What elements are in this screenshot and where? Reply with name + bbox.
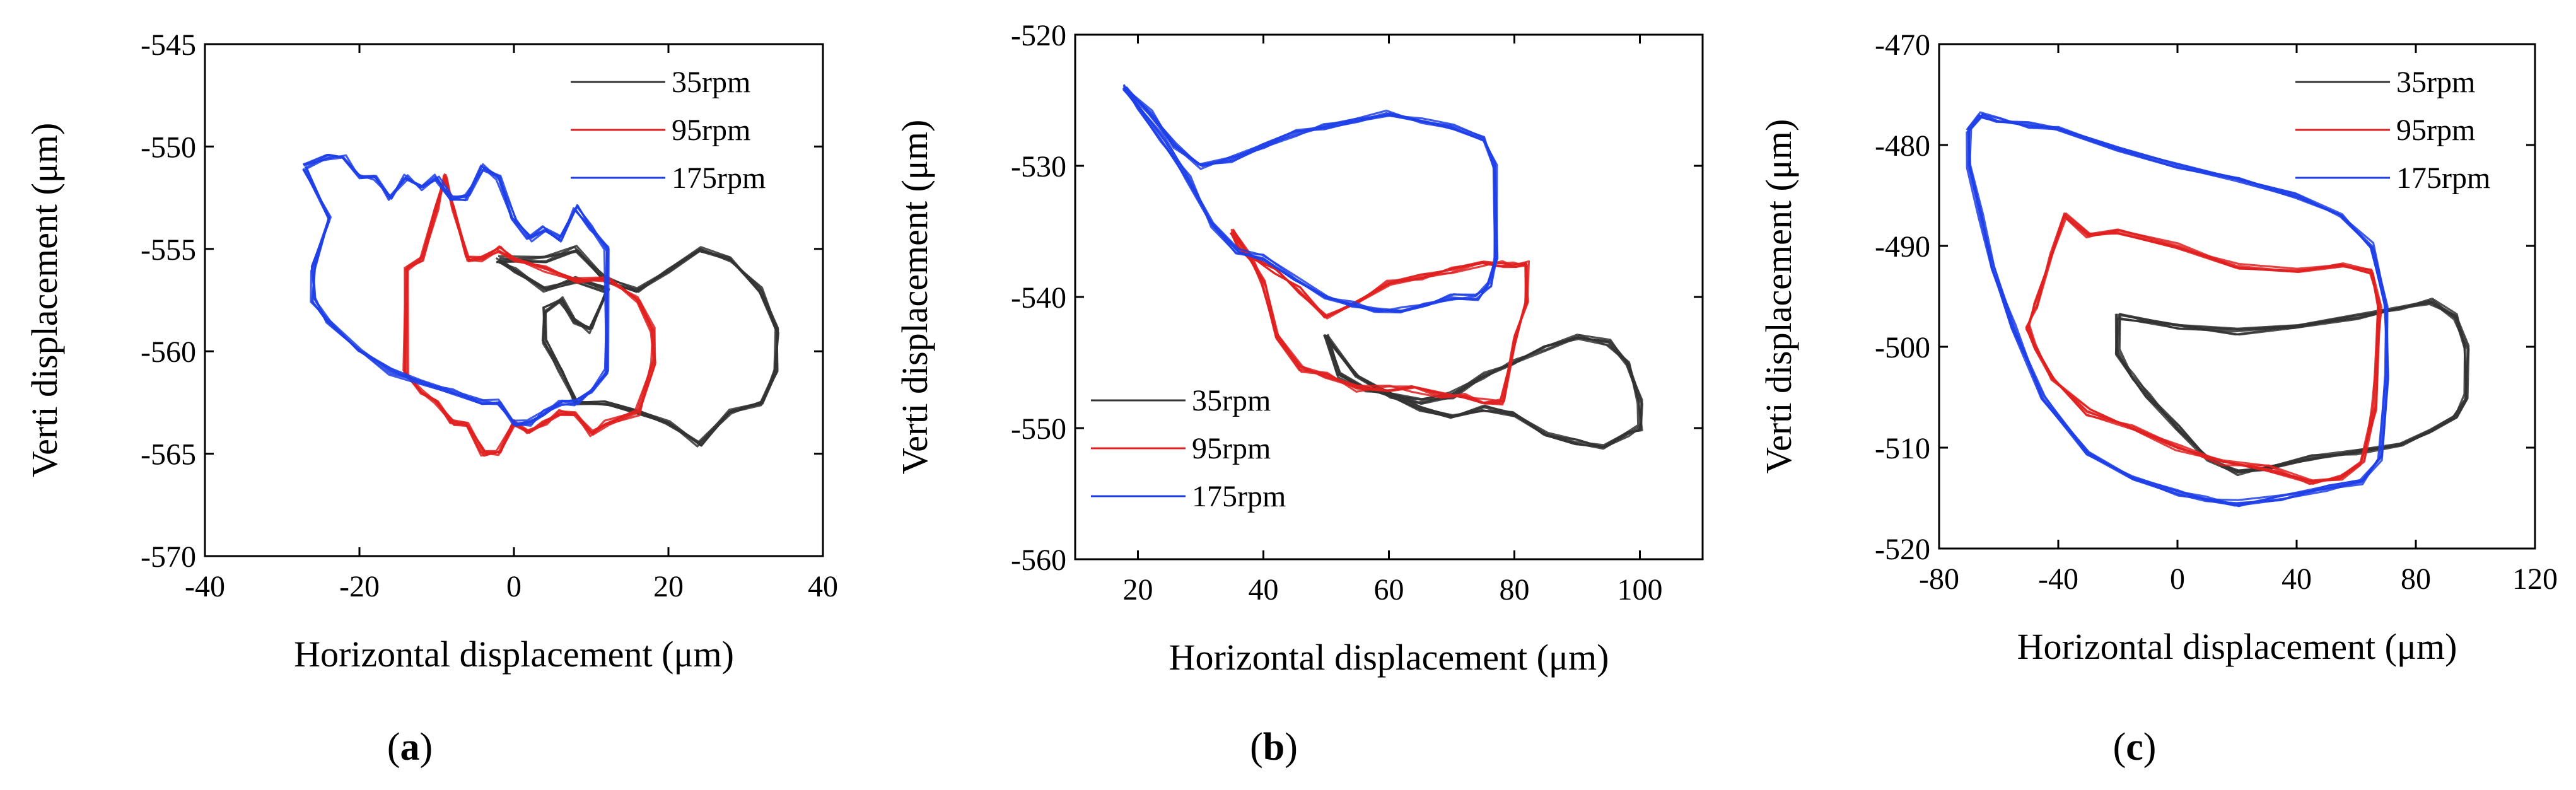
y-tick-label: -510 [1875, 432, 1930, 465]
legend-label-95rpm: 95rpm [1192, 432, 1271, 465]
panel-label: (c) [2113, 726, 2157, 769]
series-line-35rpm [2114, 299, 2470, 473]
series-35rpm [2114, 298, 2470, 477]
x-tick-label: 120 [2512, 562, 2558, 596]
y-tick-label: -480 [1875, 129, 1930, 163]
x-tick-label: 40 [2282, 562, 2312, 596]
series-line-95rpm [2025, 215, 2382, 483]
x-tick-label: 100 [1617, 573, 1663, 607]
y-tick-label: -530 [1011, 150, 1066, 183]
legend-label-95rpm: 95rpm [2396, 113, 2475, 147]
legend-label-175rpm: 175rpm [1192, 480, 1286, 513]
x-tick-label: 0 [2170, 562, 2185, 596]
x-tick-label: 20 [1123, 573, 1153, 607]
x-tick-label: 20 [653, 570, 684, 603]
legend-label-35rpm: 35rpm [2396, 66, 2475, 99]
series-95rpm [402, 173, 656, 457]
y-tick-label: -540 [1011, 281, 1066, 315]
series-line-175rpm [1967, 114, 2389, 508]
legend-label-175rpm: 175rpm [2396, 161, 2490, 195]
y-tick-label: -470 [1875, 28, 1930, 62]
y-tick-label: -500 [1875, 331, 1930, 364]
series-175rpm [302, 153, 610, 427]
y-tick-label: -550 [1011, 412, 1066, 446]
x-tick-label: 0 [506, 570, 522, 603]
legend-label-35rpm: 35rpm [1192, 384, 1271, 417]
x-axis-label: Horizontal displacement (μm) [294, 634, 734, 675]
y-tick-label: -570 [141, 540, 196, 574]
x-tick-label: -40 [185, 570, 225, 603]
y-axis-label: Verti displacement (μm) [24, 123, 65, 478]
x-tick-label: 60 [1374, 573, 1404, 607]
legend-label-35rpm: 35rpm [672, 66, 750, 99]
series-line-95rpm [402, 179, 656, 457]
y-tick-label: -520 [1875, 533, 1930, 566]
legend: 35rpm 95rpm 175rpm [2295, 66, 2490, 195]
series-line-35rpm [496, 246, 777, 448]
series-line-95rpm [1231, 230, 1529, 405]
series-35rpm [495, 245, 779, 448]
y-axis-label: Verti displacement (μm) [1758, 119, 1799, 474]
panel-label: (b) [1250, 726, 1298, 769]
y-tick-label: -550 [141, 131, 196, 164]
chart-panel-b: 20 40 60 80 100 -520 -530 -540 -550 -560 Horizonta… [894, 19, 1704, 769]
y-tick-label: -565 [141, 438, 196, 472]
series-line-35rpm [499, 249, 779, 447]
y-tick-label: -555 [141, 233, 196, 267]
y-tick-label: -560 [1011, 543, 1066, 577]
chart-panel-a: -40 -20 0 20 40 -545 -550 -555 -560 -565 -570 Horiz… [24, 28, 838, 769]
x-tick-label: 40 [808, 570, 838, 603]
y-axis-label: Verti displacement (μm) [894, 120, 935, 475]
plot-frame [1938, 43, 2536, 550]
series-95rpm [2025, 212, 2383, 485]
x-tick-label: -80 [1919, 562, 1959, 596]
legend: 35rpm 95rpm 175rpm [1091, 384, 1286, 513]
x-tick-label: -20 [339, 570, 380, 603]
x-tick-label: 80 [2401, 562, 2431, 596]
y-tick-label: -490 [1875, 230, 1930, 264]
x-axis-label: Horizontal displacement (μm) [1169, 637, 1609, 678]
panel-label: (a) [387, 726, 433, 769]
series-95rpm [1229, 228, 1530, 406]
y-tick-label: -520 [1011, 19, 1066, 52]
x-tick-label: 80 [1500, 573, 1530, 607]
series-175rpm [1966, 111, 2389, 508]
series-line-95rpm [404, 175, 654, 457]
series-line-175rpm [1122, 85, 1498, 313]
series-line-95rpm [2026, 212, 2379, 482]
legend: 35rpm 95rpm 175rpm [571, 66, 766, 195]
x-tick-label: 40 [1249, 573, 1279, 607]
legend-label-95rpm: 95rpm [672, 113, 750, 147]
y-tick-label: -560 [141, 335, 196, 369]
chart-panel-c: -80 -40 0 40 80 120 -470 -480 -490 -500 -510 -520 Ho… [1758, 28, 2558, 769]
legend-label-175rpm: 175rpm [672, 161, 766, 195]
x-tick-label: -40 [2038, 562, 2078, 596]
series-175rpm [1122, 84, 1499, 314]
series-line-175rpm [303, 154, 610, 422]
x-axis-label: Horizontal displacement (μm) [2017, 626, 2457, 667]
y-tick-label: -545 [141, 28, 196, 62]
